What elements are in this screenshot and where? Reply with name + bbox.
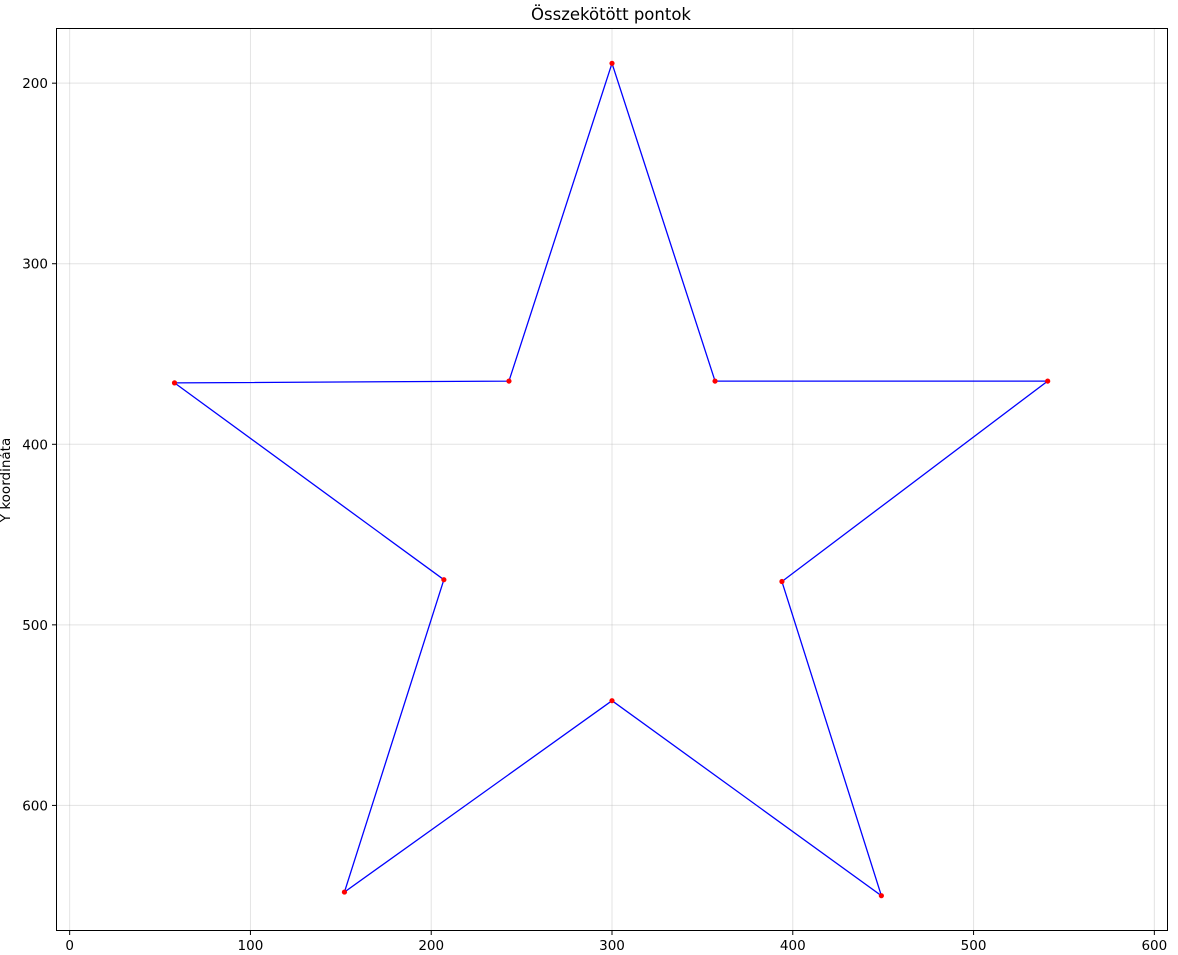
data-point: [712, 378, 718, 384]
data-point: [171, 380, 178, 386]
y-axis-label: Y koordináta: [0, 438, 14, 523]
data-point: [878, 893, 884, 899]
y-axis: 200 300 400 500 600: [22, 76, 57, 814]
y-tick-label: 500: [22, 618, 48, 634]
data-point: [779, 578, 785, 585]
y-tick-label: 600: [22, 798, 48, 814]
data-point: [441, 577, 447, 583]
data-point: [341, 889, 348, 895]
series-path: [173, 63, 1049, 897]
data-point: [1045, 378, 1051, 384]
x-tick-label: 400: [780, 938, 806, 954]
x-tick-label: 600: [1141, 938, 1167, 954]
y-tick-label: 400: [22, 437, 48, 453]
y-tick-label: 200: [22, 76, 48, 92]
data-point: [609, 60, 615, 66]
chart-title: Összekötött pontok: [531, 5, 691, 24]
x-tick-label: 300: [599, 938, 625, 954]
data-point: [609, 698, 615, 704]
x-tick-label: 200: [418, 938, 444, 954]
x-tick-label: 100: [238, 938, 264, 954]
data-point: [506, 378, 512, 384]
series-line: [173, 63, 1049, 897]
y-tick-label: 300: [22, 257, 48, 273]
grid: [57, 29, 1167, 930]
x-tick-label: 500: [961, 938, 987, 954]
x-tick-label: 0: [65, 938, 74, 954]
series-markers: [171, 60, 1051, 899]
x-axis: 0 100 200 300 400 500 600: [65, 930, 1167, 954]
